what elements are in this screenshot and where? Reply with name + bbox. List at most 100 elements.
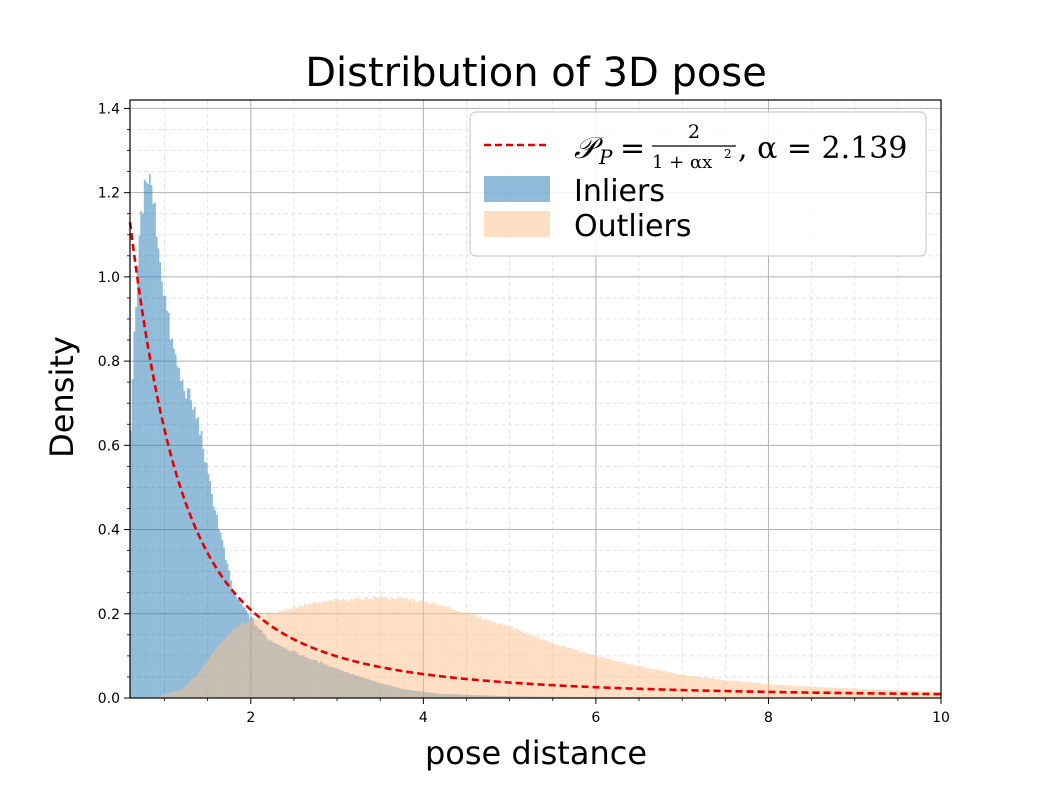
outliers-bar (400, 597, 403, 698)
outliers-bar (261, 614, 263, 698)
outliers-bar (456, 610, 458, 698)
inliers-bar (171, 338, 174, 698)
outliers-bar (159, 695, 162, 698)
outliers-bar (369, 598, 372, 698)
outliers-bar (540, 639, 543, 698)
outliers-bar (735, 680, 738, 698)
inliers-bar (143, 179, 146, 699)
outliers-bar (266, 612, 269, 698)
outliers-bar (312, 602, 315, 698)
inliers-bar (226, 563, 229, 698)
outliers-bar (808, 686, 810, 698)
outliers-bar (918, 691, 921, 698)
outliers-bar (695, 676, 698, 698)
outliers-bar (673, 673, 676, 698)
outliers-bar (568, 648, 571, 698)
outliers-bar (725, 680, 728, 698)
outliers-bar (666, 672, 669, 698)
outliers-bar (723, 680, 726, 698)
outliers-bar (466, 614, 469, 698)
inliers-bar (131, 379, 134, 698)
outliers-bar (701, 677, 703, 698)
outliers-bar (254, 618, 256, 698)
outliers-bar (404, 598, 407, 698)
outliers-bar (412, 598, 415, 698)
outliers-bar (727, 680, 729, 698)
outliers-bar (920, 691, 923, 698)
outliers-bar (343, 599, 346, 698)
outliers-bar (566, 647, 569, 698)
outliers-bar (345, 601, 348, 698)
outliers-bar (645, 667, 648, 698)
outliers-bar (193, 676, 196, 698)
outliers-bar (385, 596, 388, 698)
inliers-bar (224, 559, 227, 698)
y-tick-label: 0.4 (98, 523, 120, 539)
inliers-bar (195, 418, 198, 698)
outliers-bar (704, 677, 707, 698)
outliers-bar (269, 614, 272, 698)
fit-curve (128, 221, 942, 696)
outliers-bar (744, 682, 747, 698)
outliers-bar (592, 654, 595, 698)
outliers-bar (307, 603, 310, 698)
outliers-bar (426, 602, 429, 698)
outliers-bar (809, 686, 812, 698)
outliers-bar (174, 691, 177, 698)
outliers-bar (670, 672, 672, 698)
outliers-bar (487, 620, 489, 698)
outliers-bar (214, 649, 217, 698)
outliers-bar (295, 608, 298, 698)
outliers-bar (442, 605, 445, 698)
outliers-bar (625, 663, 627, 698)
outliers-bar (654, 669, 657, 698)
x-axis: 2 4 6 8 10 (164, 698, 950, 726)
outliers-bar (211, 653, 213, 698)
outliers-bar (899, 690, 902, 698)
outliers-bar (381, 597, 384, 698)
outliers-bar (447, 605, 450, 698)
outliers-bar (582, 651, 584, 698)
outliers-bar (452, 609, 455, 698)
outliers-bar (492, 622, 495, 698)
outliers-bar (323, 602, 325, 698)
outliers-bar (257, 617, 260, 698)
outliers-bar (350, 598, 353, 698)
inliers-bar (202, 448, 205, 698)
outliers-bar (223, 639, 225, 698)
outliers-bar (419, 600, 422, 698)
inliers-bar (157, 248, 160, 698)
outliers-bar (499, 623, 501, 698)
outliers-bar (766, 684, 769, 698)
outliers-bar (380, 595, 382, 698)
outliers-bar (376, 597, 379, 698)
outliers-bar (649, 668, 652, 698)
outliers-bar (324, 600, 327, 698)
outliers-bar (661, 670, 664, 698)
y-axis: 0.0 0.2 0.4 0.6 0.8 1.0 1.2 1.4 (98, 101, 130, 707)
outliers-bar (402, 598, 405, 698)
inliers-bar (138, 235, 141, 698)
outliers-bar (535, 638, 538, 698)
outliers-bar (431, 602, 434, 698)
outliers-bar (302, 605, 305, 698)
outliers-bar (331, 602, 334, 698)
outliers-bar (844, 688, 847, 698)
inliers-bar (142, 213, 144, 698)
outliers-bar (689, 675, 691, 698)
inliers-bar (140, 211, 143, 698)
outliers-bar (207, 658, 210, 698)
outliers-bar (293, 606, 296, 698)
outliers-bar (557, 645, 560, 698)
outliers-bar (347, 600, 350, 698)
inliers-bar (204, 462, 206, 698)
inliers-bar (211, 494, 213, 698)
outliers-bar (245, 623, 248, 698)
inliers-bar (199, 434, 201, 698)
outliers-bar (471, 614, 474, 698)
y-tick-label: 0.6 (98, 438, 120, 454)
outliers-bar (656, 669, 659, 698)
outliers-bar (514, 628, 517, 698)
outliers-bar (173, 691, 175, 698)
outliers-bar (737, 681, 740, 698)
